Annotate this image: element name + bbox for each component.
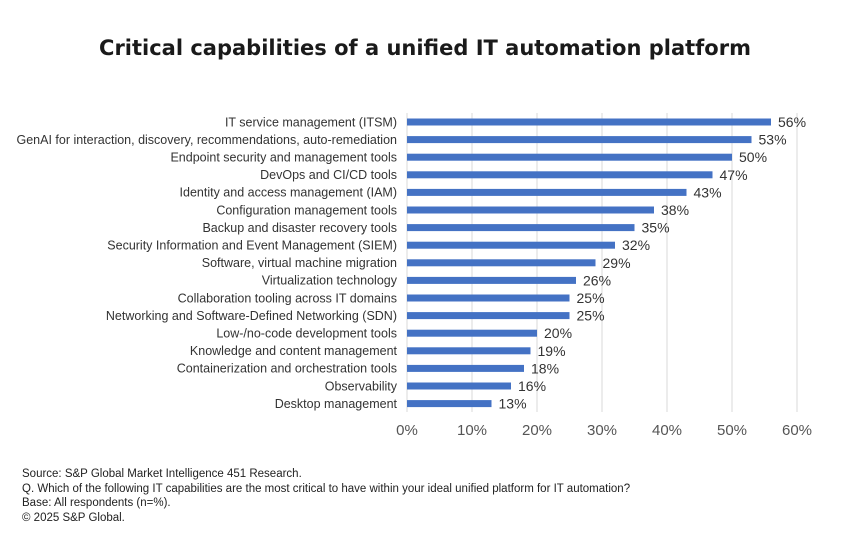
bar <box>407 400 492 408</box>
category-label: Observability <box>325 379 398 393</box>
data-label: 26% <box>583 272 611 288</box>
bar <box>407 118 771 126</box>
data-label: 25% <box>577 308 605 324</box>
category-label: Collaboration tooling across IT domains <box>178 291 397 305</box>
data-label: 16% <box>518 378 546 394</box>
category-labels: IT service management (ITSM) GenAI for in… <box>16 115 397 411</box>
bar <box>407 153 732 161</box>
bars <box>407 118 771 408</box>
chart-title: Critical capabilities of a unified IT au… <box>99 36 751 60</box>
x-tick-label: 50% <box>717 422 747 439</box>
bar-chart: IT service management (ITSM) GenAI for in… <box>16 113 812 439</box>
data-label: 35% <box>642 220 670 236</box>
category-label: Security Information and Event Managemen… <box>107 239 397 253</box>
category-label: Identity and access management (IAM) <box>180 186 397 200</box>
category-label: GenAI for interaction, discovery, recomm… <box>16 133 397 147</box>
bar <box>407 241 615 249</box>
bar <box>407 224 635 232</box>
bar <box>407 312 570 320</box>
bar <box>407 188 687 196</box>
x-tick-label: 30% <box>587 422 617 439</box>
data-label: 47% <box>720 167 748 183</box>
footnotes: Source: S&P Global Market Intelligence 4… <box>22 467 630 525</box>
bar <box>407 171 713 179</box>
bar <box>407 276 576 284</box>
x-axis-tick-labels: 0% 10% 20% 30% 40% 50% 60% <box>396 422 812 439</box>
x-tick-label: 60% <box>782 422 812 439</box>
data-label: 20% <box>544 325 572 341</box>
category-label: Low-/no-code development tools <box>216 327 397 341</box>
bar <box>407 259 596 267</box>
bar <box>407 364 524 372</box>
question-note: Q. Which of the following IT capabilitie… <box>22 482 631 495</box>
data-label: 53% <box>759 132 787 148</box>
bar <box>407 382 511 390</box>
category-label: Desktop management <box>275 397 398 411</box>
x-tick-label: 0% <box>396 422 418 439</box>
data-label: 38% <box>661 202 689 218</box>
bar <box>407 329 537 337</box>
data-label: 56% <box>778 114 806 130</box>
category-label: Networking and Software-Defined Networki… <box>106 309 397 323</box>
category-label: Knowledge and content management <box>190 344 398 358</box>
data-label: 13% <box>499 396 527 412</box>
category-label: Virtualization technology <box>262 274 398 288</box>
category-label: IT service management (ITSM) <box>225 115 397 129</box>
data-labels: 56% 53%50% 47%43% 38% 35%32% 29%26% 25% 25% 20% 1… <box>499 114 807 412</box>
copyright-note: © 2025 S&P Global. <box>22 511 125 524</box>
category-label: Containerization and orchestration tools <box>177 362 397 376</box>
data-label: 43% <box>694 184 722 200</box>
data-label: 29% <box>603 255 631 271</box>
x-tick-label: 40% <box>652 422 682 439</box>
data-label: 25% <box>577 290 605 306</box>
data-label: 50% <box>739 149 767 165</box>
bar <box>407 136 752 144</box>
category-label: Software, virtual machine migration <box>202 256 397 270</box>
data-label: 19% <box>538 343 566 359</box>
x-tick-label: 10% <box>457 422 487 439</box>
category-label: Backup and disaster recovery tools <box>202 221 397 235</box>
category-label: DevOps and CI/CD tools <box>260 168 397 182</box>
data-label: 32% <box>622 237 650 253</box>
data-label: 18% <box>531 360 559 376</box>
category-label: Endpoint security and management tools <box>170 151 397 165</box>
bar <box>407 347 531 355</box>
bar <box>407 294 570 302</box>
source-note: Source: S&P Global Market Intelligence 4… <box>22 468 302 480</box>
bar <box>407 206 654 214</box>
x-tick-label: 20% <box>522 422 552 439</box>
base-note: Base: All respondents (n=%). <box>22 497 171 509</box>
category-label: Configuration management tools <box>216 203 397 217</box>
